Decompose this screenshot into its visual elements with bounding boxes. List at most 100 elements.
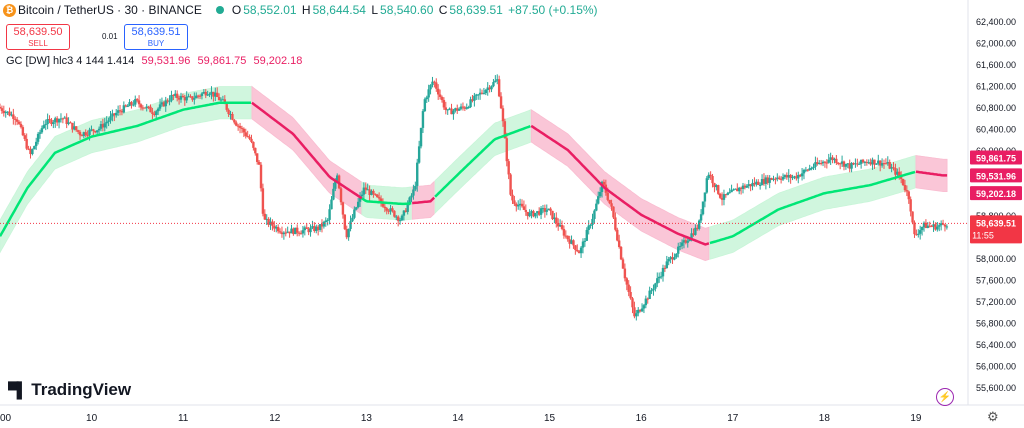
candle-body-30: [55, 118, 59, 123]
candle-body-444: [844, 163, 848, 167]
candle-body-111: [210, 91, 213, 95]
candle-body-413: [785, 175, 789, 178]
spread-value: 0.01: [102, 32, 118, 41]
candle-body-292: [555, 217, 558, 224]
candle-body-411: [781, 177, 785, 180]
x-tick-label-10: 19: [910, 413, 922, 424]
candle-body-58: [109, 116, 112, 121]
candle-body-154: [292, 228, 295, 235]
band-segment-0: [0, 86, 252, 254]
candle-body-24: [44, 124, 47, 126]
candle-body-251: [476, 94, 480, 96]
candle-body-430: [818, 163, 821, 165]
candle-body-9: [15, 119, 19, 122]
candle-body-202: [383, 206, 387, 209]
candle-body-455: [865, 161, 869, 163]
buy-button[interactable]: 58,639.51 BUY: [124, 24, 188, 50]
candle-body-458: [871, 159, 874, 165]
candle-body-419: [797, 174, 800, 179]
candle-body-27: [50, 119, 53, 125]
candle-body-195: [370, 190, 373, 195]
candle-body-216: [410, 195, 413, 198]
candle-body-356: [677, 246, 680, 254]
center-line-4: [434, 125, 531, 198]
candle-body-76: [143, 107, 146, 109]
sell-price: 58,639.50: [13, 26, 63, 38]
candle-body-379: [720, 197, 724, 200]
candle-body-40: [75, 126, 78, 131]
candle-body-334: [635, 313, 638, 317]
candle-body-233: [442, 100, 446, 108]
candle-body-249: [473, 95, 476, 101]
candle-body-281: [534, 212, 537, 217]
candle-body-179: [339, 188, 343, 203]
lightning-icon[interactable]: ⚡: [936, 388, 954, 406]
tradingview-logo[interactable]: ▀▌ TradingView: [8, 380, 131, 400]
open-label: O: [231, 3, 242, 17]
candle-body-300: [570, 240, 573, 244]
x-tick-label-4: 13: [361, 413, 373, 424]
lower-band-badge-text: 59,202.18: [976, 189, 1016, 199]
candle-body-192: [364, 187, 367, 190]
candle-body-152: [288, 231, 291, 234]
candle-body-22: [40, 128, 44, 133]
indicator-legend[interactable]: GC [DW] hlc3 4 144 1.414 59,531.96 59,86…: [6, 55, 302, 67]
candle-body-299: [568, 239, 571, 244]
candle-body-328: [623, 268, 627, 279]
candle-body-441: [838, 163, 842, 165]
candle-body-90: [170, 94, 173, 101]
candle-body-108: [204, 91, 207, 96]
sell-button[interactable]: 58,639.50 SELL: [6, 24, 70, 50]
candle-body-423: [804, 169, 808, 171]
candle-body-460: [875, 163, 878, 165]
candle-body-177: [336, 175, 339, 181]
x-tick-label-2: 11: [178, 413, 189, 424]
candle-body-105: [198, 95, 202, 97]
candle-body-252: [478, 92, 482, 95]
symbol-title[interactable]: Bitcoin / TetherUS · 30 · BINANCE: [18, 3, 202, 17]
candle-body-2: [2, 110, 6, 114]
candle-body-341: [648, 290, 651, 300]
candle-body-492: [936, 226, 939, 230]
candle-body-262: [497, 79, 501, 97]
y-tick-label-12: 57,600.00: [976, 275, 1016, 285]
candle-body-169: [320, 224, 324, 227]
candle-body-320: [608, 199, 611, 204]
candle-body-203: [385, 208, 388, 211]
candle-body-60: [113, 113, 116, 116]
band-segment-4: [434, 109, 531, 214]
x-tick-label-3: 12: [269, 413, 281, 424]
candle-body-254: [482, 93, 486, 95]
candle-body-103: [195, 95, 198, 99]
candle-body-311: [591, 218, 594, 225]
candle-body-133: [252, 141, 255, 148]
x-tick-label-5: 14: [452, 413, 464, 424]
candle-body-14: [25, 138, 28, 149]
candle-body-406: [772, 178, 775, 180]
candle-body-237: [450, 108, 453, 115]
candle-body-127: [240, 127, 244, 129]
candle-body-261: [496, 79, 499, 81]
candle-body-43: [80, 135, 84, 137]
candle-body-307: [583, 240, 587, 242]
candle-body-87: [164, 100, 167, 107]
settings-gear-icon[interactable]: ⚙: [987, 409, 999, 424]
candle-body-436: [829, 157, 832, 160]
candle-body-134: [254, 147, 257, 154]
candle-body-140: [265, 218, 268, 220]
candle-body-403: [766, 177, 769, 183]
candle-body-200: [379, 198, 383, 203]
candle-body-275: [522, 206, 526, 210]
candle-body-278: [528, 212, 531, 217]
candle-body-396: [753, 182, 756, 185]
candle-body-54: [101, 124, 105, 128]
band-segment-6: [709, 155, 916, 260]
candle-body-11: [19, 123, 23, 128]
candle-body-68: [128, 102, 131, 107]
tradingview-wordmark: TradingView: [31, 380, 132, 399]
candle-body-293: [557, 223, 560, 227]
candle-body-280: [532, 211, 535, 217]
indicator-name: GC [DW] hlc3 4 144 1.414: [6, 55, 135, 67]
candle-body-167: [316, 226, 320, 230]
